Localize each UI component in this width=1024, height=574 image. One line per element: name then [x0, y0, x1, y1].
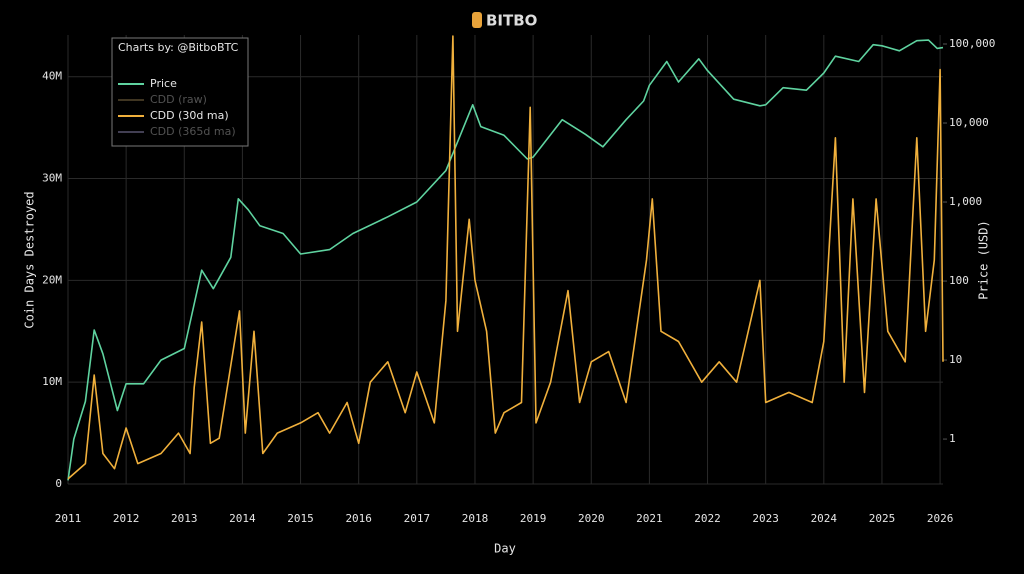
legend-label: Price: [150, 77, 177, 90]
credit: Charts by: @BitboBTC: [118, 41, 239, 54]
x-axis-title: Day: [494, 542, 516, 556]
y2-tick-label: 100: [949, 274, 969, 287]
x-tick-label: 2016: [345, 512, 372, 525]
y-tick-label: 0: [55, 477, 62, 490]
legend-item[interactable]: CDD (365d ma): [118, 125, 236, 138]
grid: 2011 2012 2013 2014 2015 2016 2017 2018 2019 2020…: [42, 35, 995, 525]
y-axis-title: Coin Days Destroyed: [23, 191, 37, 328]
x-tick-label: 2014: [229, 512, 256, 525]
x-tick-label: 2011: [55, 512, 82, 525]
x-tick-label: 2024: [811, 512, 838, 525]
logo: BITBO: [472, 12, 537, 30]
x-tick-label: 2017: [404, 512, 431, 525]
y2-tick-label: 1: [949, 432, 956, 445]
series-line: [67, 39, 944, 481]
x-tick-label: 2013: [171, 512, 198, 525]
x-tick-label: 2018: [462, 512, 489, 525]
y-tick-label: 10M: [42, 375, 62, 388]
legend-item[interactable]: Price: [118, 77, 177, 90]
legend-item[interactable]: CDD (raw): [118, 93, 207, 106]
series-line: [67, 35, 944, 480]
y-tick-label: 30M: [42, 172, 62, 185]
x-tick-label: 2012: [113, 512, 140, 525]
legend-item[interactable]: CDD (30d ma): [118, 109, 229, 122]
x-tick-label: 2021: [636, 512, 663, 525]
legend-label: CDD (30d ma): [150, 109, 229, 122]
legend-box: [111, 37, 249, 147]
y2-axis-title: Price (USD): [977, 220, 991, 299]
legend-label: CDD (raw): [150, 93, 207, 106]
x-tick-label: 2023: [752, 512, 779, 525]
x-tick-label: 2025: [869, 512, 896, 525]
logo-icon: [472, 12, 482, 28]
y-tick-label: 40M: [42, 70, 62, 83]
legend-label: CDD (365d ma): [150, 125, 236, 138]
x-tick-label: 2019: [520, 512, 547, 525]
y-tick-label: 20M: [42, 273, 62, 286]
x-tick-label: 2026: [927, 512, 954, 525]
legend: Charts by: @BitboBTC Price CDD (raw) CDD (…: [111, 37, 249, 147]
x-tick-label: 2020: [578, 512, 605, 525]
y2-tick-label: 10,000: [949, 116, 989, 129]
x-tick-label: 2015: [287, 512, 314, 525]
plot-lines: [67, 35, 944, 481]
y2-tick-label: 1,000: [949, 195, 982, 208]
x-tick-label: 2022: [694, 512, 721, 525]
y2-tick-label: 10: [949, 353, 962, 366]
y2-tick-label: 100,000: [949, 37, 995, 50]
logo-text: BITBO: [486, 12, 537, 30]
